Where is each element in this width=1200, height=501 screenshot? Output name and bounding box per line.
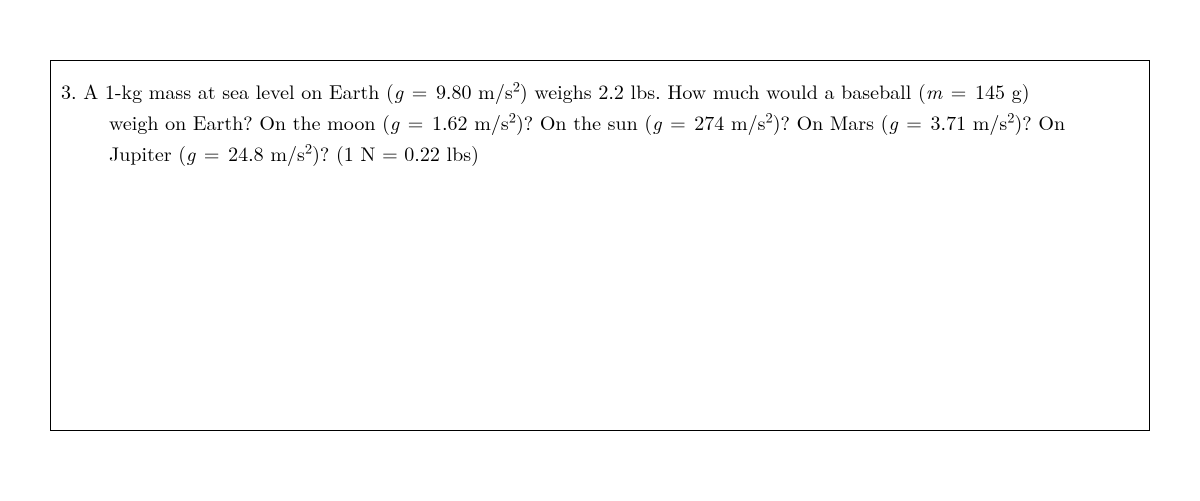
problem-number: 3.	[61, 76, 77, 105]
variable-m: m	[926, 76, 942, 105]
equals-sign: =	[942, 76, 975, 105]
value-g-mars: 3.71 m/s	[931, 107, 1008, 136]
variable-g: g	[186, 138, 195, 167]
equals-sign: =	[661, 107, 694, 136]
problem-line-3: Jupiter (g = 24.8 m/s2)? (1 N = 0.22 lbs…	[61, 137, 1135, 168]
text-segment: weigh on Earth? On the moon (	[109, 107, 390, 136]
variable-g: g	[394, 76, 403, 105]
text-segment: Jupiter (	[109, 138, 186, 167]
exponent: 2	[766, 107, 773, 127]
text-segment: )? On Mars (	[773, 107, 889, 136]
text-segment: ) weighs 2.2 lbs. How much would a baseb…	[520, 76, 926, 105]
text-segment: )	[1022, 76, 1030, 105]
exponent: 2	[305, 138, 312, 158]
exponent: 2	[1007, 107, 1014, 127]
text-segment: )? (1 N = 0.22 lbs)	[312, 138, 479, 167]
problem-line-2: weigh on Earth? On the moon (g = 1.62 m/…	[61, 106, 1135, 137]
value-g-sun: 274 m/s	[694, 107, 765, 136]
exponent: 2	[509, 107, 516, 127]
equals-sign: =	[195, 138, 228, 167]
equals-sign: =	[898, 107, 931, 136]
text-segment: A 1-kg mass at sea level on Earth (	[83, 76, 394, 105]
value-m: 145 g	[975, 76, 1022, 105]
text-segment: )? On	[1015, 107, 1066, 136]
value-g-jupiter: 24.8 m/s	[228, 138, 305, 167]
equals-sign: =	[403, 76, 436, 105]
problem-box: 3. A 1-kg mass at sea level on Earth (g …	[50, 60, 1150, 431]
problem-text: 3. A 1-kg mass at sea level on Earth (g …	[61, 75, 1135, 168]
value-g-moon: 1.62 m/s	[432, 107, 509, 136]
variable-g: g	[390, 107, 399, 136]
equals-sign: =	[399, 107, 432, 136]
value-g-earth: 9.80 m/s	[436, 76, 513, 105]
problem-line-1: 3. A 1-kg mass at sea level on Earth (g …	[61, 75, 1135, 106]
exponent: 2	[513, 76, 520, 96]
text-segment: )? On the sun (	[516, 107, 652, 136]
variable-g: g	[888, 107, 897, 136]
